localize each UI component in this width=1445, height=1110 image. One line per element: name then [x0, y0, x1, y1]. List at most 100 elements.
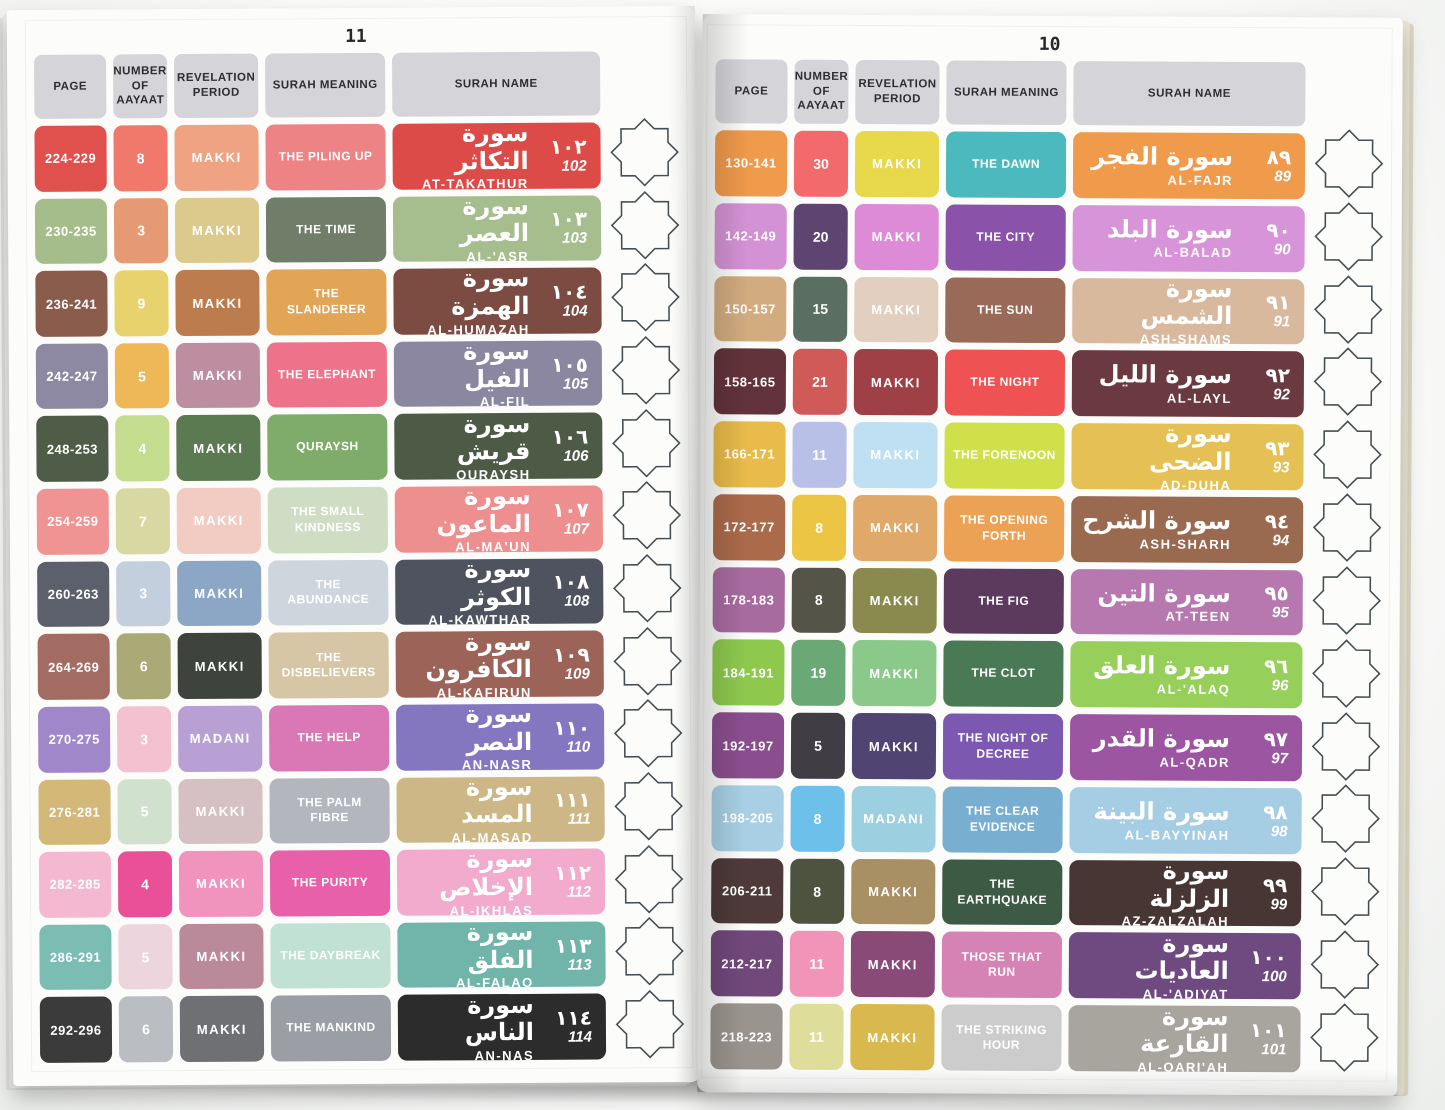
revelation-period-cell: MAKKI: [178, 778, 263, 845]
surah-name-arabic: سورة المسد: [460, 776, 533, 829]
page-left-content: 11 PAGE NUMBER OF AAYAAT REVELATION PERIOD…: [24, 15, 694, 1072]
revelation-period-cell: MAKKI: [854, 130, 940, 198]
column-header: NUMBER OF AAYAAT: [794, 59, 849, 124]
surah-name-cell: سورة البلد AL-BALAD ٩٠ 90: [1072, 204, 1305, 272]
aayaat-count-cell: 4: [115, 415, 170, 482]
surah-number-arabic: ٩٤: [1264, 508, 1290, 533]
page-range-cell: 230-235: [34, 198, 108, 265]
surah-meaning-cell: THE SUN: [945, 276, 1066, 344]
surah-name-cell: سورة الفلق AL-FALAQ ١١٣ 113: [397, 921, 606, 989]
aayaat-count-cell: 5: [117, 778, 172, 845]
surah-name-translit: ASH-SHARH: [1139, 535, 1232, 552]
revelation-period-cell: MAKKI: [850, 1004, 935, 1071]
aayaat-count-cell: 8: [790, 785, 845, 852]
surah-name-cell: سورة التكاثر AT-TAKATHUR ١٠٢ 102: [392, 122, 601, 190]
surah-name-arabic: سورة الضحى: [1148, 423, 1232, 476]
surah-name-cell: سورة القارعة AL-QARI'AH ١٠١ 101: [1068, 1005, 1301, 1073]
surah-number: 94: [1272, 531, 1290, 549]
surah-meaning-cell: THOSE THAT RUN: [941, 931, 1063, 999]
aayaat-count-cell: 11: [789, 931, 845, 998]
column-header: SURAH MEANING: [264, 52, 386, 118]
aayaat-count-cell: 3: [116, 560, 171, 627]
surah-meaning-cell: THE DISBELIEVERS: [268, 632, 389, 699]
surah-name-cell: سورة الليل AL-LAYL ٩٢ 92: [1071, 350, 1305, 418]
page-right: 10 PAGE NUMBER OF AAYAAT REVELATION PERIOD…: [697, 14, 1403, 1096]
surah-number: 102: [561, 157, 587, 175]
revelation-period-cell: MADANI: [851, 785, 936, 853]
surah-meaning-cell: THE STRIKING HOUR: [941, 1004, 1062, 1072]
aayaat-count-cell: 8: [791, 567, 846, 634]
surah-name-translit: AL-QARI'AH: [1137, 1059, 1229, 1073]
surah-number-arabic: ١٠٧: [552, 497, 589, 522]
surah-name-cell: سورة التين AT-TEEN ٩٥ 95: [1070, 568, 1303, 636]
page-range-cell: 184-191: [712, 639, 785, 706]
surah-meaning-cell: THE CLEAR EVIDENCE: [942, 786, 1063, 853]
surah-number: 114: [568, 1028, 593, 1046]
surah-name-cell: سورة الشرح ASH-SHARH ٩٤ 94: [1070, 495, 1304, 563]
surah-number-arabic: ١٠٢: [549, 134, 587, 159]
aayaat-count-cell: 30: [793, 130, 849, 197]
surah-number-arabic: ٨٩: [1266, 145, 1292, 170]
eight-point-star-icon: [1311, 201, 1385, 271]
page-range-cell: 292-296: [39, 996, 113, 1063]
surah-name-arabic: سورة الزلزلة: [1149, 859, 1230, 913]
surah-meaning-cell: THE ABUNDANCE: [268, 559, 389, 626]
eight-point-star-icon: [1309, 638, 1383, 708]
surah-name-translit: AT-TEEN: [1165, 608, 1231, 625]
revelation-period-cell: MAKKI: [852, 567, 937, 634]
surah-name-cell: سورة الفيل AL-FIL ١٠٥ 105: [393, 340, 603, 408]
surah-name-arabic: سورة قريش: [456, 412, 531, 466]
revelation-period-cell: MAKKI: [174, 197, 260, 264]
surah-name-cell: سورة المسد AL-MASAD ١١١ 111: [396, 776, 605, 843]
surah-meaning-cell: THE CLOT: [943, 640, 1064, 708]
surah-name-cell: سورة الكوثر AL-KAWTHAR ١٠٨ 108: [395, 558, 604, 626]
page-range-cell: 224-229: [34, 125, 107, 192]
aayaat-count-cell: 20: [793, 203, 848, 270]
eight-point-star-icon: [1309, 711, 1383, 781]
eight-point-star-icon: [1307, 1002, 1381, 1072]
surah-name-translit: AT-TAKATHUR: [421, 176, 529, 190]
page-left: 11 PAGE NUMBER OF AAYAAT REVELATION PERIOD…: [6, 5, 702, 1087]
page-range-cell: 282-285: [38, 851, 112, 918]
revelation-period-cell: MADANI: [177, 705, 263, 772]
surah-name-cell: سورة القدر AL-QADR ٩٧ 97: [1069, 714, 1303, 782]
revelation-period-cell: MAKKI: [851, 713, 937, 780]
surah-name-translit: AL-BALAD: [1153, 244, 1233, 261]
surah-number-arabic: ٩٨: [1263, 799, 1288, 825]
surah-name-arabic: سورة العصر: [459, 195, 530, 248]
revelation-period-cell: MAKKI: [175, 342, 261, 409]
surah-name-translit: AL-MA'UN: [455, 539, 532, 553]
surah-name-translit: ASH-SHAMS: [1139, 331, 1233, 345]
revelation-period-cell: MAKKI: [178, 850, 264, 917]
eight-point-star-icon: [612, 844, 686, 914]
surah-name-translit: AL-'ALAQ: [1156, 681, 1231, 697]
page-range-cell: 264-269: [37, 633, 110, 700]
surah-name-arabic: سورة الشمس: [1140, 277, 1233, 331]
surah-meaning-cell: THE PILING UP: [265, 123, 386, 191]
surah-number: 90: [1273, 240, 1291, 258]
surah-number: 92: [1273, 386, 1290, 404]
surah-meaning-cell: THE EARTHQUAKE: [942, 859, 1063, 926]
eight-point-star-icon: [610, 626, 684, 696]
surah-number: 112: [567, 883, 592, 901]
surah-meaning-cell: THE NIGHT: [944, 349, 1066, 417]
surah-name-translit: AL-IKHLAS: [449, 902, 534, 916]
eight-point-star-icon: [608, 190, 682, 260]
revelation-period-cell: MAKKI: [853, 349, 939, 416]
page-range-cell: 206-211: [711, 857, 784, 925]
surah-name-translit: AL-FAJR: [1167, 172, 1234, 188]
page-range-cell: 198-205: [711, 785, 784, 852]
surah-meaning-cell: QURAYSH: [267, 414, 388, 481]
surah-name-cell: سورة النصر AN-NASR ١١٠ 110: [395, 703, 605, 771]
eight-point-star-icon: [1310, 565, 1384, 635]
surah-name-translit: AN-NASR: [461, 757, 533, 771]
surah-meaning-cell: THE DAYBREAK: [270, 922, 391, 989]
surah-number-arabic: ١١٣: [554, 933, 592, 958]
surah-number-arabic: ١١١: [553, 787, 591, 813]
page-range-cell: 254-259: [36, 488, 110, 555]
surah-name-arabic: سورة الكوثر: [461, 558, 532, 611]
star-border: [604, 51, 690, 1059]
surah-name-translit: AL-FIL: [479, 394, 531, 408]
surah-name-cell: سورة الضحى AD-DUHA ٩٣ 93: [1071, 423, 1304, 491]
surah-name-translit: AL-'ADIYAT: [1142, 986, 1229, 1000]
